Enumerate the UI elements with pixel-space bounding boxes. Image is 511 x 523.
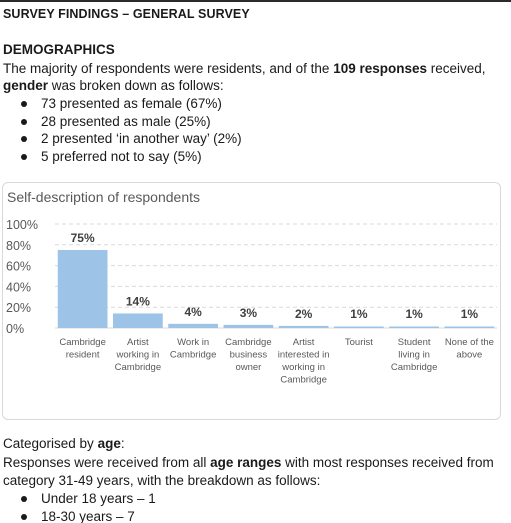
x-tick-label: Artist working in Cambridge (115, 337, 161, 373)
bar (113, 313, 163, 328)
list-item-text: 73 presented as female (67%) (41, 96, 222, 111)
list-item-text: 18-30 years – 7 (41, 508, 135, 523)
bullet-icon (21, 496, 27, 502)
intro-text-2: received, (427, 61, 486, 76)
y-tick-label: 20% (6, 301, 31, 315)
bar (278, 325, 329, 328)
data-label: 3% (240, 306, 258, 320)
document-title: SURVEY FINDINGS – GENERAL SURVEY (3, 7, 250, 21)
intro-text-1: The majority of respondents were residen… (3, 61, 334, 76)
data-label: 1% (350, 307, 368, 321)
intro-bold-responses: 109 responses (333, 61, 427, 76)
data-label: 14% (126, 294, 150, 308)
data-label: 4% (184, 305, 202, 319)
top-rule (0, 0, 511, 2)
list-item: 2 presented ‘in another way’ (2%) (3, 130, 242, 148)
age-heading-bold: age (97, 436, 121, 451)
bullet-icon (21, 101, 27, 107)
list-item-text: 28 presented as male (25%) (41, 113, 211, 129)
age-text-1: Responses were received from all (3, 455, 211, 470)
x-tick-label: Work in Cambridge (170, 337, 216, 361)
age-list: Under 18 years – 1 18-30 years – 7 (3, 490, 156, 523)
bullet-icon (21, 118, 27, 125)
bar-chart: 0% 20% 40% 60% 80% 100% 75% Cambridge resident 14… (6, 218, 497, 386)
gender-list: 73 presented as female (67%) 28 presente… (3, 95, 242, 165)
data-label: 2% (295, 307, 313, 321)
list-item: Under 18 years – 1 (3, 490, 156, 508)
list-item-text: Under 18 years – 1 (41, 491, 156, 506)
intro-bold-gender: gender (3, 78, 49, 93)
data-label: 1% (405, 307, 423, 321)
y-tick-label: 40% (6, 280, 31, 294)
bullet-icon (21, 513, 27, 520)
list-item: 28 presented as male (25%) (3, 113, 242, 131)
demographics-intro: The majority of respondents were residen… (3, 60, 508, 94)
x-tick-label: Cambridge resident (59, 337, 105, 361)
demographics-heading: DEMOGRAPHICS (3, 42, 115, 57)
x-tick-label: Student living in Cambridge (391, 337, 437, 373)
x-tick-label: Artist interested in working in Cambridge (278, 337, 330, 386)
data-label: 75% (71, 231, 95, 245)
chart-container: Self-description of respondents 0% 20% 40%… (2, 182, 501, 420)
bar (389, 326, 439, 328)
bar (223, 324, 274, 328)
intro-text-3: was broken down as follows: (48, 78, 224, 93)
y-tick-label: 60% (6, 260, 31, 274)
bullet-icon (21, 136, 27, 143)
bullet-icon (21, 153, 27, 160)
bar (334, 326, 384, 328)
age-bold-ranges: age ranges (210, 455, 282, 470)
x-tick-label: Cambridge business owner (225, 337, 271, 373)
chart-title: Self-description of respondents (7, 189, 200, 205)
list-item: 73 presented as female (67%) (3, 95, 242, 113)
list-item-text: 2 presented ‘in another way’ (2%) (41, 131, 242, 147)
list-item: 5 preferred not to say (5%) (3, 148, 242, 166)
bar (444, 326, 495, 328)
y-tick-label: 100% (6, 218, 38, 232)
data-label: 1% (461, 307, 479, 321)
x-tick-label: None of the above (445, 337, 494, 361)
age-paragraph: Responses were received from all age ran… (3, 454, 508, 489)
age-heading-prefix: Categorised by (3, 436, 98, 451)
list-item: 18-30 years – 7 (3, 508, 156, 523)
bar (168, 323, 218, 328)
age-heading: Categorised by age: (3, 436, 125, 451)
list-item-text: 5 preferred not to say (5%) (41, 148, 202, 164)
y-tick-label: 0% (6, 322, 24, 336)
bar (57, 250, 108, 328)
x-tick-label: Tourist (345, 337, 373, 348)
age-text-2: with most responses received from catego… (3, 455, 494, 488)
y-tick-label: 80% (6, 239, 31, 253)
age-heading-suffix: : (120, 436, 125, 451)
